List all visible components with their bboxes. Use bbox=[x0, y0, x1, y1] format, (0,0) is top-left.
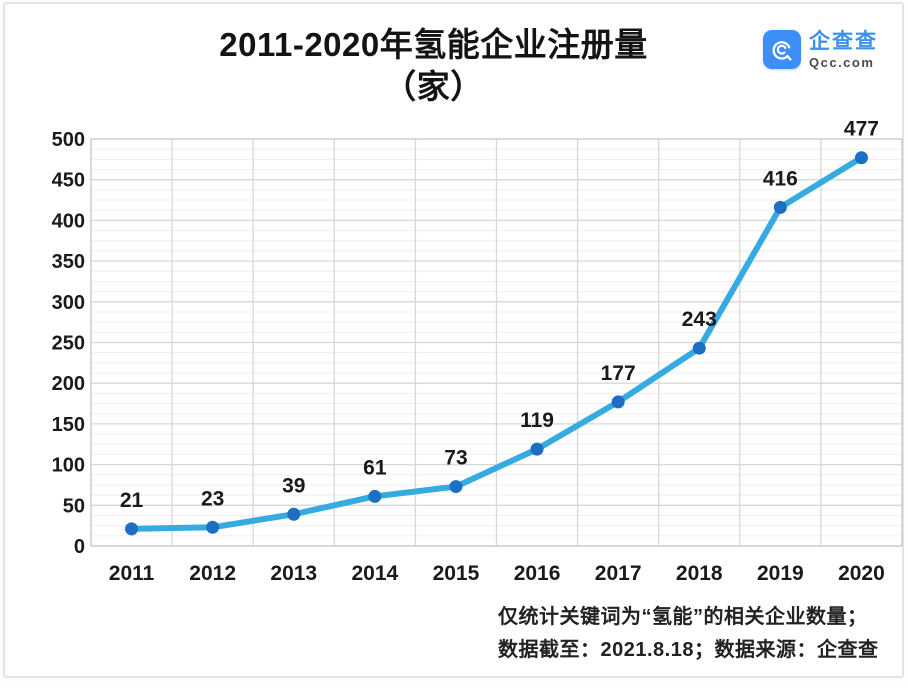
qcc-logo-text: 企查查 Qcc.com bbox=[809, 31, 878, 69]
y-axis-tick-label: 50 bbox=[63, 495, 85, 517]
y-axis-tick-label: 500 bbox=[52, 129, 85, 151]
data-label: 119 bbox=[520, 409, 554, 432]
x-axis-tick-label: 2017 bbox=[595, 562, 642, 585]
line-chart: 21 23 39 61 73 119 177 243 416 477 0 50 100 150 200 250… bbox=[52, 118, 903, 585]
y-axis-tick-label: 400 bbox=[52, 210, 85, 232]
x-axis-tick-label: 2013 bbox=[270, 562, 317, 585]
data-label: 39 bbox=[282, 474, 305, 497]
footnote-line1: 仅统计关键词为“氢能”的相关企业数量； bbox=[498, 606, 868, 628]
y-axis-tick-label: 100 bbox=[52, 455, 85, 477]
x-axis-tick-label: 2020 bbox=[838, 562, 885, 585]
data-label: 177 bbox=[601, 362, 636, 385]
x-axis-tick-label: 2018 bbox=[676, 562, 723, 585]
data-point-marker bbox=[773, 200, 787, 214]
data-label: 477 bbox=[844, 118, 879, 141]
x-axis-tick-label: 2015 bbox=[433, 562, 480, 585]
data-point-marker bbox=[206, 520, 220, 534]
qcc-brand-name: 企查查 bbox=[809, 29, 878, 53]
chart-title: 2011-2020年氢能企业注册量 （家） bbox=[5, 24, 862, 108]
x-axis-tick-label: 2019 bbox=[757, 562, 804, 585]
y-axis-tick-label: 250 bbox=[52, 333, 85, 355]
data-label: 416 bbox=[763, 167, 798, 190]
x-axis-tick-label: 2016 bbox=[514, 562, 561, 585]
y-axis-tick-label: 450 bbox=[52, 170, 85, 192]
data-label: 21 bbox=[120, 489, 144, 512]
qcc-logo[interactable]: 企查查 Qcc.com bbox=[763, 30, 878, 69]
data-label: 61 bbox=[363, 456, 387, 479]
series-line bbox=[128, 154, 865, 532]
y-axis-tick-label: 300 bbox=[52, 292, 85, 314]
chart-footnote: 仅统计关键词为“氢能”的相关企业数量； 数据截至：2021.8.18；数据来源：… bbox=[498, 601, 878, 667]
data-point-marker bbox=[368, 489, 382, 503]
x-axis-tick-label: 2012 bbox=[189, 562, 236, 585]
y-axis-tick-label: 150 bbox=[52, 414, 85, 436]
qcc-site-url: Qcc.com bbox=[809, 54, 875, 70]
x-axis-tick-label: 2014 bbox=[351, 562, 398, 585]
qcc-magnifier-icon bbox=[763, 30, 801, 69]
chart-title-line1: 2011-2020年氢能企业注册量 bbox=[219, 26, 648, 63]
data-point-marker bbox=[692, 341, 706, 355]
y-axis-tick-label: 0 bbox=[74, 536, 85, 558]
data-point-marker bbox=[449, 480, 463, 494]
data-point-marker bbox=[530, 442, 544, 456]
y-axis-tick-label: 200 bbox=[52, 373, 85, 395]
plot-area-border bbox=[90, 138, 903, 547]
chart-card: 2011-2020年氢能企业注册量 （家） 企查查 Qcc.com 21 23 39… bbox=[3, 2, 904, 678]
footnote-line2: 数据截至：2021.8.18；数据来源：企查查 bbox=[498, 639, 879, 661]
data-point-marker bbox=[125, 522, 139, 536]
data-label: 23 bbox=[201, 487, 224, 510]
data-point-marker bbox=[854, 151, 868, 165]
x-axis-tick-label: 2011 bbox=[109, 562, 155, 585]
data-label: 73 bbox=[444, 447, 467, 470]
y-axis-tick-label: 350 bbox=[52, 251, 85, 273]
data-point-marker bbox=[287, 507, 301, 521]
data-point-marker bbox=[611, 395, 625, 409]
chart-title-line2: （家） bbox=[383, 68, 484, 105]
data-label: 243 bbox=[682, 308, 717, 331]
